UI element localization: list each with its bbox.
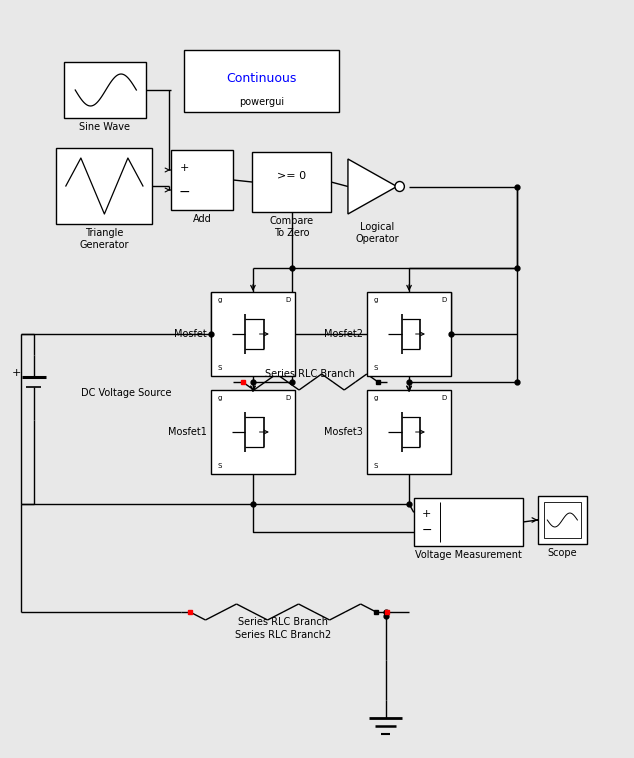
FancyBboxPatch shape [543,502,581,538]
Text: powergui: powergui [239,97,284,107]
Text: V: V [633,515,634,528]
Text: Voltage Measurement: Voltage Measurement [415,550,522,560]
Text: g: g [374,297,378,303]
Text: Add: Add [193,214,212,224]
Text: Mosfet2: Mosfet2 [324,329,363,339]
Text: >= 0: >= 0 [277,171,306,181]
Text: S: S [374,463,378,469]
Text: Logical
Operator: Logical Operator [355,222,399,243]
FancyBboxPatch shape [414,498,523,546]
FancyBboxPatch shape [210,390,295,474]
Polygon shape [348,159,397,214]
Text: g: g [218,297,223,303]
Text: Series RLC Branch: Series RLC Branch [266,369,355,379]
Text: g: g [374,395,378,401]
Circle shape [395,181,404,192]
Text: +: + [179,163,189,173]
Text: g: g [218,395,223,401]
Text: D: D [285,395,290,401]
FancyBboxPatch shape [56,148,152,224]
FancyBboxPatch shape [366,292,451,376]
FancyBboxPatch shape [64,62,146,118]
FancyBboxPatch shape [210,292,295,376]
Text: Series RLC Branch2: Series RLC Branch2 [235,630,331,640]
Text: S: S [374,365,378,371]
Text: −: − [179,185,190,199]
Text: Mosfet1: Mosfet1 [168,427,207,437]
FancyBboxPatch shape [184,50,339,112]
Text: Mosfet: Mosfet [174,329,207,339]
FancyBboxPatch shape [252,152,331,212]
Text: +: + [422,509,432,519]
Text: Scope: Scope [548,548,577,558]
Text: −: − [422,524,432,537]
Text: DC Voltage Source: DC Voltage Source [81,388,171,398]
Text: Compare
To Zero: Compare To Zero [269,216,314,237]
Text: Continuous: Continuous [226,71,297,84]
FancyBboxPatch shape [538,496,587,544]
Text: D: D [441,297,446,303]
FancyBboxPatch shape [366,390,451,474]
FancyBboxPatch shape [171,150,233,210]
Text: Sine Wave: Sine Wave [79,122,131,132]
Text: S: S [218,365,223,371]
Text: D: D [441,395,446,401]
Text: Series RLC Branch: Series RLC Branch [238,617,328,627]
Text: +: + [12,368,22,378]
Text: S: S [218,463,223,469]
Text: Triangle
Generator: Triangle Generator [80,228,129,249]
Text: D: D [285,297,290,303]
Text: Mosfet3: Mosfet3 [324,427,363,437]
